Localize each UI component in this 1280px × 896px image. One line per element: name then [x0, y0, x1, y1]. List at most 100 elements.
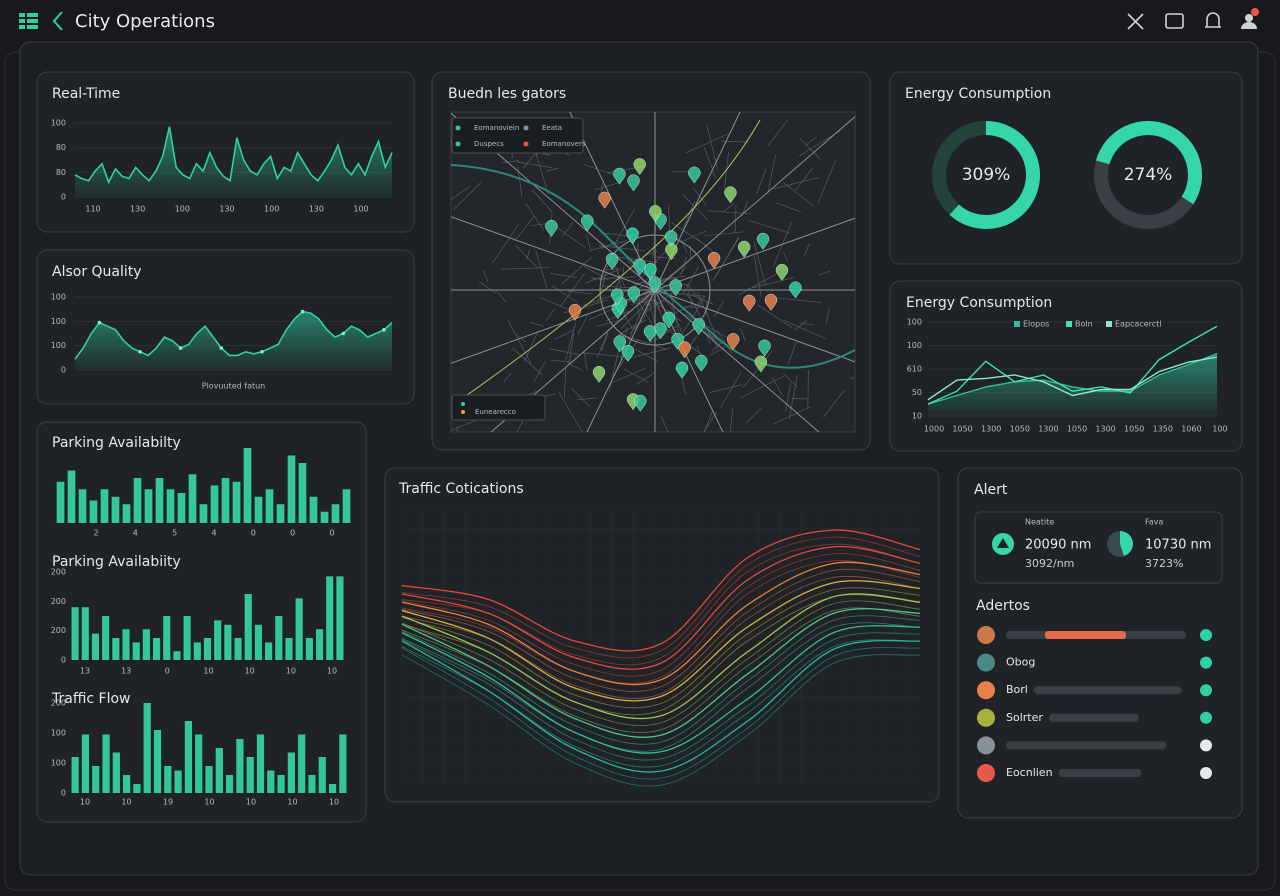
map-pin: [545, 219, 558, 237]
map-pin: [568, 303, 582, 321]
close-icon[interactable]: [1127, 13, 1144, 30]
bar: [122, 504, 131, 523]
bar: [177, 493, 186, 523]
map-pin: [737, 240, 751, 258]
street: [496, 290, 507, 303]
panel-title: Parking Availabilty: [52, 435, 181, 451]
notification-badge: [1251, 8, 1259, 16]
x-tick-label: 10: [203, 667, 213, 676]
map-pin: [775, 263, 789, 281]
street: [686, 293, 698, 310]
bar: [336, 576, 344, 660]
map-pin: [626, 227, 639, 245]
street: [773, 297, 822, 303]
x-tick-label: 0: [290, 529, 295, 538]
panel-title: Alert: [974, 482, 1008, 498]
bar: [164, 766, 172, 793]
map-legend: [451, 117, 584, 154]
x-tick-label: 10: [286, 667, 296, 676]
x-tick-label: 0: [329, 529, 334, 538]
bar: [153, 638, 161, 660]
bar: [144, 489, 153, 523]
street: [787, 341, 797, 365]
bar: [112, 638, 120, 660]
series-line: [401, 625, 921, 754]
map-streets: [451, 112, 855, 432]
point: [260, 349, 264, 354]
street: [502, 160, 519, 164]
avenue: [490, 289, 656, 432]
bar: [153, 730, 162, 793]
map-pin: [671, 332, 684, 350]
street: [687, 289, 694, 308]
bar: [315, 629, 324, 660]
street: [627, 347, 671, 359]
street: [711, 342, 722, 353]
item-avatar: [977, 653, 995, 672]
menu-cell: [27, 25, 38, 29]
street: [753, 240, 766, 285]
panel-title: Energy Consumption: [906, 295, 1052, 311]
legend-label: Elopos: [1023, 320, 1049, 329]
avenue: [654, 217, 855, 291]
avenue: [569, 112, 656, 291]
status-dot: [1200, 629, 1212, 641]
stat-value: 20090 nm: [1025, 538, 1091, 553]
bar: [78, 489, 87, 523]
street: [660, 415, 669, 432]
street: [734, 205, 737, 234]
map-pin: [613, 167, 626, 185]
street: [748, 277, 795, 290]
bar: [256, 734, 265, 793]
street: [549, 348, 581, 356]
street: [545, 308, 555, 322]
series-line-echo: [401, 553, 921, 677]
map-pin: [598, 191, 611, 209]
window-icon[interactable]: [1165, 13, 1184, 29]
bar: [123, 775, 131, 793]
street: [612, 208, 635, 248]
bar: [246, 757, 254, 793]
series-line: [401, 561, 921, 686]
back-button[interactable]: [52, 11, 63, 31]
bar: [81, 734, 90, 793]
bar: [81, 607, 89, 660]
panel-title: Traffic Cotications: [398, 481, 524, 497]
user-icon[interactable]: [1241, 8, 1259, 29]
bar: [102, 734, 110, 793]
map-pin: [649, 205, 662, 223]
street: [561, 256, 593, 285]
menu-icon[interactable]: [19, 13, 38, 29]
item-name: Obog: [1006, 656, 1035, 669]
bar: [174, 770, 182, 793]
bar: [342, 489, 351, 523]
street: [644, 279, 662, 315]
map-pin: [726, 333, 740, 351]
street: [686, 283, 701, 301]
street: [622, 267, 625, 278]
x-tick-label: 5: [172, 529, 177, 538]
street: [641, 289, 678, 315]
street: [788, 375, 798, 420]
y-tick-label: 200: [51, 568, 66, 577]
avenue: [654, 289, 724, 432]
map-pin: [627, 286, 640, 304]
item-avatar: [977, 708, 995, 727]
y-tick-label: 100: [51, 759, 66, 768]
street: [535, 250, 548, 289]
map-pin: [627, 174, 640, 192]
y-tick-label: 200: [51, 597, 66, 606]
donut-label: 309%: [962, 165, 1011, 185]
x-tick-label: 1300: [981, 425, 1001, 434]
street: [516, 161, 553, 169]
street: [585, 268, 622, 284]
map-pin: [754, 355, 768, 373]
series-line: [927, 325, 1218, 405]
street: [756, 168, 767, 194]
x-tick-label: 130: [219, 205, 234, 214]
bell-icon[interactable]: [1205, 12, 1221, 28]
x-tick-label: 1050: [1067, 425, 1087, 434]
bar: [265, 489, 274, 523]
bar: [295, 598, 303, 660]
map-pin: [758, 339, 771, 357]
